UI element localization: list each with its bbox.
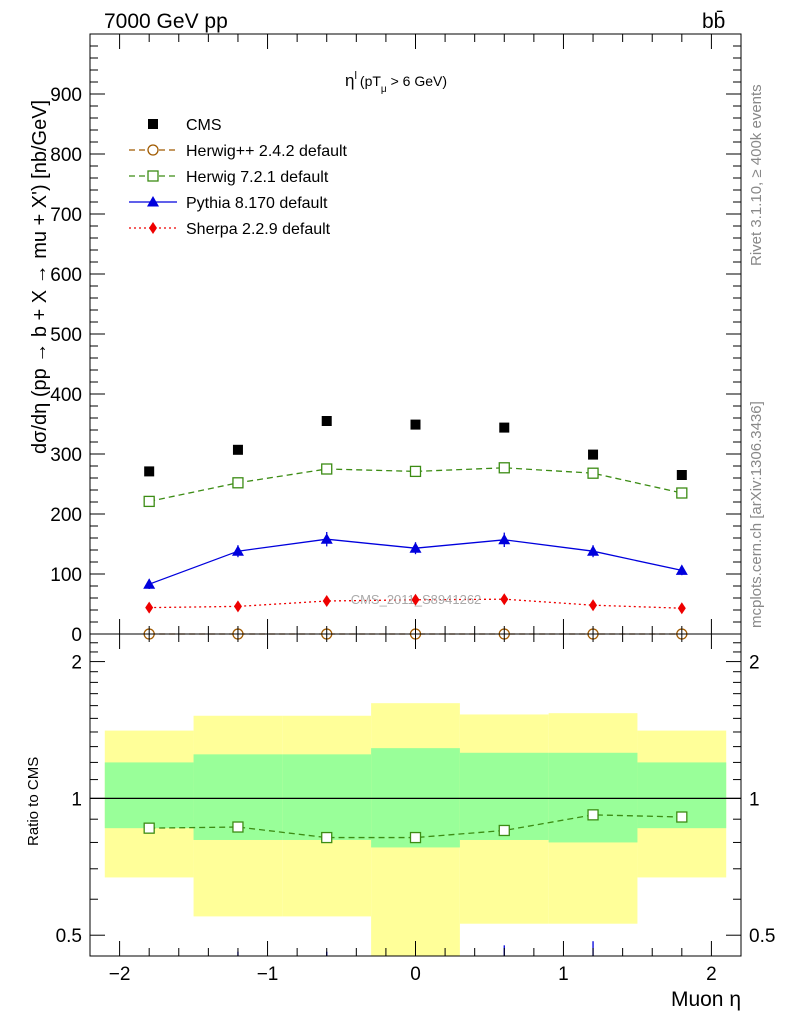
data-point: [321, 416, 332, 426]
data-point: [143, 495, 155, 508]
ratio-point: [498, 961, 510, 972]
data-point: [320, 533, 333, 544]
data-point: [322, 595, 331, 607]
rivet-label: Rivet 3.1.10, ≥ 400k events: [748, 84, 765, 266]
ratio-point: [676, 811, 688, 823]
ratio-panel: 0.5 0.5 1 1 2 2 −2 −1 0 1 2 Ratio to CMS Muon η: [25, 633, 775, 1011]
data-point: [676, 487, 688, 499]
y-tick-label: 500: [50, 325, 82, 346]
data-point: [232, 477, 244, 489]
ratio-point: [321, 968, 333, 979]
y-tick-label: 300: [50, 445, 82, 466]
x-axis-label: Muon η: [671, 988, 741, 1011]
legend-label: Herwig 7.2.1 default: [186, 169, 329, 186]
legend-label: Sherpa 2.2.9 default: [186, 221, 331, 238]
title-eta: η: [345, 71, 354, 90]
data-point: [587, 545, 600, 556]
legend-marker: [148, 119, 158, 129]
energy-label: 7000 GeV pp: [104, 10, 228, 33]
ratio-y-tick-label-right: 2: [749, 653, 760, 674]
ratio-point: [321, 831, 333, 844]
data-point: [411, 593, 420, 606]
ratio-band-inner: [282, 754, 372, 840]
ratio-point: [410, 994, 422, 1005]
x-tick-label: −2: [109, 964, 131, 985]
ratio-band-inner: [104, 762, 194, 829]
data-point: [410, 419, 421, 430]
ratio-bands: [90, 703, 741, 956]
y-tick-label: 200: [50, 505, 82, 526]
data-point: [232, 444, 243, 455]
x-tick-label: −1: [257, 964, 279, 985]
data-point: [500, 593, 509, 606]
ratio-point: [498, 824, 510, 837]
data-point: [677, 602, 686, 615]
ratio-point: [587, 959, 599, 970]
data-point: [145, 601, 154, 614]
x-tick-label: 0: [410, 964, 421, 985]
legend-marker: [147, 196, 159, 207]
main-ylabel: dσ/dη (pp → b + X → mu + X') [nb/GeV]: [29, 100, 51, 454]
data-point: [676, 470, 687, 480]
ratio-y-tick-label: 2: [71, 653, 82, 674]
data-point: [409, 465, 422, 478]
ratio-band-inner: [371, 748, 460, 848]
legend-label: Herwig++ 2.4.2 default: [186, 143, 348, 160]
legend-marker: [149, 222, 157, 234]
ratio-y-tick-label-right: 1: [749, 789, 760, 810]
ratio-ylabel: Ratio to CMS: [25, 757, 42, 846]
mcplots-label: mcplots.cern.ch [arXiv:1306.3436]: [748, 401, 765, 628]
y-tick-label: 900: [50, 85, 82, 106]
y-tick-label: 700: [50, 205, 82, 226]
data-point: [498, 533, 511, 545]
data-point: [144, 466, 155, 477]
main-ticks: 0 100 200 300 400 500 600 700 800 900: [50, 33, 742, 646]
x-tick-label: 1: [558, 964, 569, 985]
data-point: [409, 542, 422, 553]
data-point: [321, 463, 333, 475]
y-tick-label: 800: [50, 145, 82, 166]
data-point: [233, 600, 242, 613]
data-point: [143, 578, 156, 589]
legend-marker: [147, 170, 159, 182]
process-label: bb̄: [702, 10, 725, 33]
data-point: [231, 545, 244, 556]
main-title: ηl (pTμ > 6 GeV): [345, 70, 447, 95]
data-point: [587, 467, 599, 479]
data-point: [499, 422, 510, 433]
ratio-point: [409, 831, 422, 844]
data-point: [675, 564, 688, 575]
y-tick-label: 0: [71, 625, 82, 646]
ratio-y-tick-label: 1: [71, 789, 82, 810]
ratio-point: [232, 966, 244, 977]
ratio-point: [232, 821, 244, 833]
legend: CMS Herwig++ 2.4.2 default Herwig 7.2.1 de…: [129, 117, 348, 238]
ratio-point: [587, 809, 599, 821]
ratio-band-inner: [548, 752, 638, 843]
data-point: [589, 599, 598, 612]
ratio-marks: [143, 809, 688, 1005]
ratio-point: [143, 822, 155, 834]
y-tick-label: 400: [50, 385, 82, 406]
title-cut: (pT: [360, 73, 381, 89]
main-watermark: CMS_2011_S8941262: [351, 592, 482, 607]
title-rest: > 6 GeV): [387, 73, 447, 89]
ratio-y-tick-label: 0.5: [56, 926, 82, 947]
title-sub: μ: [381, 84, 387, 95]
data-point: [498, 462, 510, 474]
ratio-ticks: 0.5 0.5 1 1 2 2 −2 −1 0 1 2: [56, 634, 775, 985]
x-tick-label: 2: [706, 964, 717, 985]
title-sup: l: [354, 70, 356, 82]
main-panel: 0 100 200 300 400 500 600 700 800 900 CMS_2011_S8…: [29, 33, 742, 646]
legend-label: CMS: [186, 117, 222, 134]
ratio-y-tick-label-right: 0.5: [749, 926, 775, 947]
data-point: [588, 449, 599, 460]
y-tick-label: 100: [50, 565, 82, 586]
legend-label: Pythia 8.170 default: [186, 195, 328, 212]
legend-marker: [147, 144, 159, 156]
y-tick-label: 600: [50, 265, 82, 286]
